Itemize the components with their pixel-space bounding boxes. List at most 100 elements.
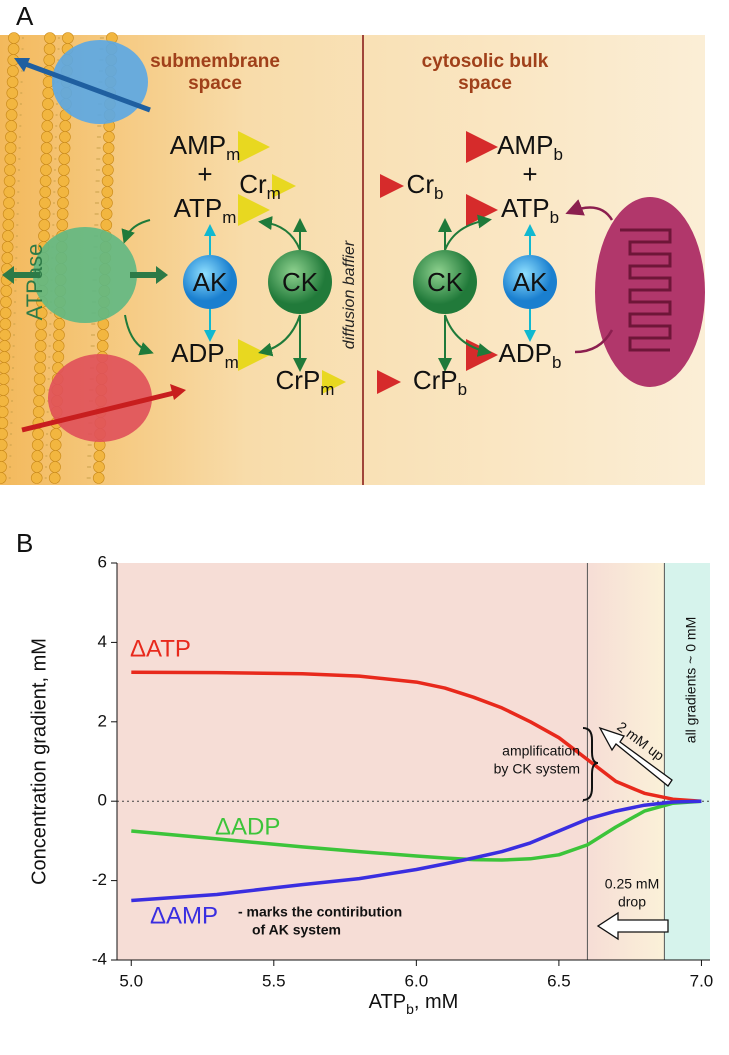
arrow (21, 389, 179, 433)
lipid-head (2, 208, 15, 220)
lipid-head (0, 384, 10, 396)
annotation: all gradients ~ 0 mM (683, 617, 699, 743)
species-name: ATP (501, 193, 550, 223)
lipid-head (34, 362, 46, 374)
species-subscript: b (553, 145, 562, 164)
lipid-head (1, 252, 14, 264)
lipid-head (53, 329, 65, 341)
atpase-label: ATPase (22, 244, 47, 321)
lipid-head (49, 439, 62, 451)
ck-enzyme (268, 250, 332, 314)
lipid-head (2, 230, 14, 242)
species-label: Crb (407, 169, 444, 204)
lipid-head (31, 439, 44, 451)
lipid-head (40, 153, 53, 165)
header: cytosolic bulk (422, 51, 549, 72)
lipid-head (58, 142, 71, 154)
lipid-head (5, 120, 18, 132)
lipid-head (0, 472, 7, 484)
x-axis-label-sub: b (406, 1001, 414, 1017)
lipid-head (0, 417, 9, 429)
lipid-head (57, 197, 69, 209)
lipid-head (34, 340, 47, 352)
lipid-head (93, 450, 106, 462)
header: submembrane (150, 51, 280, 72)
lipid-head (38, 219, 51, 231)
lipid-head (97, 329, 109, 341)
lipid-head (101, 197, 113, 209)
lipid-head (56, 219, 69, 231)
panel-label: A (16, 1, 34, 31)
lipid-head (96, 340, 109, 352)
arrowhead (14, 58, 30, 72)
lipid-head (0, 329, 11, 341)
ck-arrows (121, 214, 492, 372)
y-tick-label: -4 (92, 949, 107, 968)
lipid-head (4, 164, 16, 176)
transporter-red (48, 354, 152, 442)
lipid-head (59, 120, 72, 132)
plot: -4 -2 0 2 4 6 5.0 5.5 6.0 6.5 7.0 Concentration gra… (28, 552, 713, 1016)
series-label: ΔATP (130, 635, 191, 662)
y-axis-label: Concentration gradient, mM (28, 638, 50, 885)
arrow (574, 329, 614, 354)
lipid-head (38, 208, 51, 220)
lipid-head (38, 230, 50, 242)
lipid-head (100, 219, 113, 231)
lipid-head (0, 307, 12, 319)
species-label: ADPm (171, 338, 239, 373)
species-label: ATPm (174, 193, 237, 228)
species-label: CrPb (413, 365, 467, 400)
lipid-head (102, 153, 115, 165)
lipid-head (49, 450, 62, 462)
lipid-head (5, 131, 17, 143)
lipid-head (8, 32, 20, 44)
species-subscript: b (550, 208, 559, 227)
lipid-head (59, 131, 71, 143)
atpase-protein (33, 227, 137, 323)
region-background (587, 563, 665, 960)
species-subscript: b (458, 380, 467, 399)
lipid-head (35, 329, 47, 341)
series-label: ΔADP (215, 813, 280, 840)
series-line (131, 799, 702, 862)
lipid-head (0, 373, 10, 385)
species-name: AMP (170, 130, 226, 160)
x-axis-label-suffix: , mM (414, 991, 458, 1013)
lipid-head (0, 395, 9, 407)
lipid-head (30, 472, 43, 484)
series-line (131, 670, 702, 803)
lipid-head (3, 186, 16, 198)
hollow-arrow (596, 911, 669, 941)
annotation: of AK system (252, 922, 341, 938)
lipid-head (101, 175, 114, 187)
species-subscript: m (320, 380, 334, 399)
membrane (0, 32, 118, 484)
ak-arrows (204, 224, 536, 342)
series-label: ΔAMP (150, 902, 218, 929)
species-label: Crm (239, 169, 281, 204)
lipid-head (0, 406, 9, 418)
lipid-head (40, 142, 53, 154)
species-subscript: m (226, 145, 240, 164)
lipid-head (3, 197, 15, 209)
lipid-head (41, 131, 53, 143)
species-subscript: m (222, 208, 236, 227)
ck-enzyme (413, 250, 477, 314)
species-label: AMPb (497, 130, 563, 165)
arrowhead (170, 384, 186, 400)
cristae (620, 228, 672, 352)
lipid-head (31, 461, 43, 473)
plus: + (522, 159, 537, 189)
lipid-head (5, 109, 18, 121)
lipid-head (43, 43, 56, 55)
lipid-head (92, 472, 105, 484)
lipid-head (0, 362, 10, 374)
species-label: ADPb (499, 338, 562, 373)
species-name: AMP (497, 130, 553, 160)
lipid-head (32, 428, 44, 440)
lipid-head (33, 373, 46, 385)
barrier-label: diffusion baffier (341, 240, 358, 349)
plus: + (197, 159, 212, 189)
